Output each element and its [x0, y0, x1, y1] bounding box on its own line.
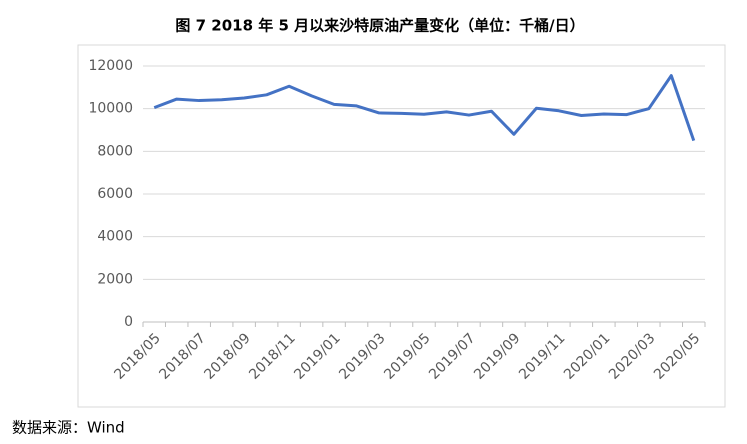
x-tick-label: 2019/07 — [426, 330, 478, 382]
x-tick-label: 2018/09 — [201, 330, 253, 382]
x-tick-label: 2018/11 — [246, 330, 298, 382]
x-tick-label: 2019/03 — [336, 330, 388, 382]
chart-frame — [77, 44, 726, 408]
y-tick-label: 12000 — [88, 58, 133, 74]
chart-title: 图 7 2018 年 5 月以来沙特原油产量变化（单位：千桶/日） — [175, 17, 584, 35]
data-line — [153, 74, 696, 142]
source-note: 数据来源：Wind — [12, 419, 125, 437]
x-tick-label: 2019/05 — [381, 330, 433, 382]
x-tick-label: 2020/03 — [606, 330, 658, 382]
x-tick-label: 2020/05 — [651, 330, 703, 382]
x-tick-label: 2019/01 — [291, 330, 343, 382]
x-tick-label: 2018/07 — [156, 330, 208, 382]
y-tick-label: 0 — [124, 314, 133, 330]
x-tick-label: 2020/01 — [561, 330, 613, 382]
x-tick-label: 2019/11 — [516, 330, 568, 382]
y-tick-label: 6000 — [97, 186, 133, 202]
y-tick-label: 8000 — [97, 143, 133, 159]
y-tick-label: 2000 — [97, 271, 133, 287]
y-tick-label: 10000 — [88, 101, 133, 117]
y-tick-label: 4000 — [97, 229, 133, 245]
x-tick-label: 2018/05 — [111, 330, 163, 382]
x-tick-label: 2019/09 — [471, 330, 523, 382]
